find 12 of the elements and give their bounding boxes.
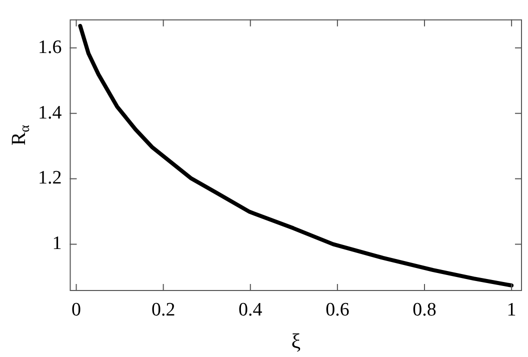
y-tick-label: 1.2 xyxy=(38,168,62,189)
x-tick-label: 0.6 xyxy=(326,299,350,320)
y-tick-label: 1.6 xyxy=(38,36,62,58)
y-tick-label: 1 xyxy=(52,233,62,254)
x-axis-title: ξ xyxy=(291,328,301,353)
x-tick-label: 0.2 xyxy=(151,299,176,320)
x-tick-label: 0.4 xyxy=(238,299,263,320)
x-tick-label: 0.8 xyxy=(412,299,436,320)
y-axis-title: Rα xyxy=(8,124,33,146)
x-tick-label: 0 xyxy=(72,299,82,320)
y-tick-label: 1.4 xyxy=(38,102,62,124)
x-tick-label: 1 xyxy=(506,299,516,320)
